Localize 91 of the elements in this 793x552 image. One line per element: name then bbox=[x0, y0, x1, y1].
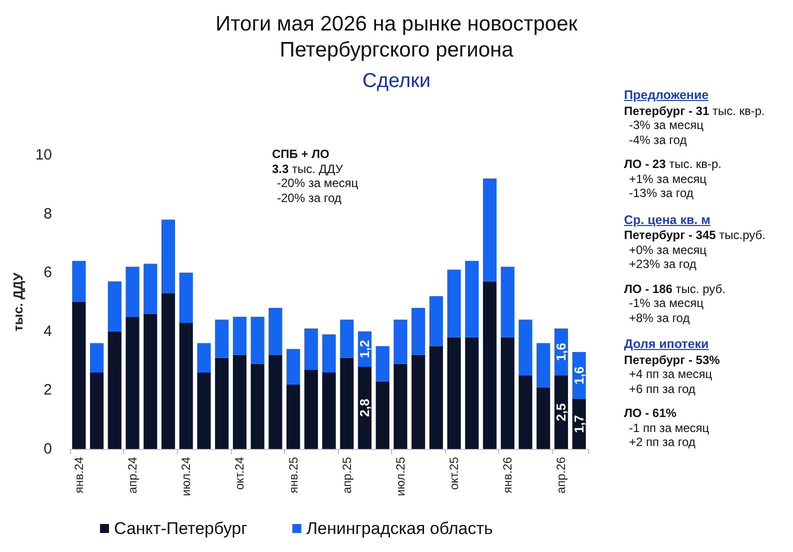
y-tick-label: 10 bbox=[35, 146, 52, 164]
bar bbox=[197, 343, 211, 373]
text: Петербург - 53% +4 пп за месяц +6 пп за год bbox=[624, 352, 721, 396]
data-label: 1,7 bbox=[572, 414, 587, 434]
bar bbox=[554, 376, 568, 449]
bar bbox=[536, 343, 550, 388]
x-tick-label: янв.25 bbox=[286, 456, 300, 494]
x-tick-label: апр.25 bbox=[340, 456, 354, 494]
bar bbox=[518, 376, 532, 449]
bar bbox=[536, 387, 550, 449]
x-tick-label: окт.25 bbox=[447, 456, 462, 490]
legend-label: Санкт-Петербург bbox=[114, 519, 248, 538]
data-label: 1,6 bbox=[572, 366, 587, 385]
x-tick-label: апр.24 bbox=[126, 456, 140, 494]
bar bbox=[482, 178, 497, 282]
bar bbox=[197, 372, 211, 449]
data-label: 2,5 bbox=[554, 403, 569, 422]
text: Предложение bbox=[624, 88, 710, 102]
bar bbox=[518, 320, 532, 376]
bar bbox=[250, 364, 264, 449]
data-label: 2,8 bbox=[357, 398, 372, 417]
y-axis-title: тыс. ДДУ bbox=[10, 272, 26, 332]
bar bbox=[412, 308, 426, 355]
bar bbox=[108, 331, 122, 449]
text: ЛО - 23 тыс. кв-р. +1% за месяц -13% за год bbox=[624, 157, 723, 200]
bar bbox=[500, 266, 514, 338]
y-tick-label: 6 bbox=[44, 264, 52, 282]
bar bbox=[108, 281, 122, 332]
x-tick-label: янв.24 bbox=[72, 456, 86, 494]
bar bbox=[232, 316, 246, 355]
y-tick-label: 0 bbox=[44, 440, 52, 458]
bar bbox=[358, 366, 372, 449]
text: ЛО - 61% -1 пп за месяц +2 пп за год bbox=[624, 406, 710, 450]
bar bbox=[161, 220, 176, 294]
bar bbox=[322, 372, 336, 449]
bar bbox=[465, 337, 479, 449]
legend-label: Ленинградская область bbox=[306, 519, 494, 538]
bar bbox=[126, 316, 140, 449]
bar bbox=[268, 354, 282, 449]
bar bbox=[376, 346, 390, 382]
text: Ср. цена кв. м bbox=[624, 212, 712, 227]
bar bbox=[215, 358, 229, 449]
bar bbox=[72, 260, 86, 302]
y-tick-label: 8 bbox=[44, 205, 52, 222]
text: Петербург - 31 тыс. кв-р. -3% за месяц -4% за год bbox=[624, 104, 766, 147]
bar bbox=[429, 296, 443, 346]
bar bbox=[72, 302, 86, 449]
bar bbox=[286, 384, 300, 449]
bar bbox=[90, 343, 104, 373]
chart-title: Итоги мая 2026 на рынке новостроек Петербургского региона bbox=[216, 12, 578, 62]
bar bbox=[500, 337, 514, 449]
bar bbox=[340, 320, 354, 358]
chart-subtitle: Сделки bbox=[362, 70, 431, 92]
data-label: 1,2 bbox=[357, 340, 372, 358]
bar bbox=[232, 354, 246, 449]
bar bbox=[179, 322, 193, 449]
bar bbox=[268, 308, 282, 355]
bar bbox=[215, 320, 229, 358]
bar bbox=[447, 270, 461, 338]
x-tick-label: июл.25 bbox=[393, 456, 408, 496]
bar bbox=[447, 337, 461, 449]
bar bbox=[161, 293, 176, 449]
bar bbox=[250, 316, 264, 364]
bar bbox=[412, 354, 426, 449]
text: Петербург - 345 тыс.руб. +0% за месяц +23% за год bbox=[624, 228, 766, 272]
bar bbox=[394, 320, 408, 364]
text: Доля ипотеки bbox=[624, 337, 710, 352]
bar bbox=[429, 346, 443, 449]
data-label: 1,6 bbox=[554, 342, 569, 362]
bar bbox=[304, 370, 318, 449]
bar bbox=[144, 314, 158, 449]
x-tick-label: окт.24 bbox=[232, 456, 247, 490]
y-tick-label: 2 bbox=[44, 382, 52, 399]
bar bbox=[340, 358, 354, 449]
bar bbox=[126, 266, 140, 317]
bar bbox=[144, 264, 158, 314]
bar bbox=[304, 328, 318, 370]
annotation: СПБ + ЛО 3.3 тыс. ДДУ -20% за месяц -20% за год bbox=[272, 147, 358, 205]
bar bbox=[286, 349, 300, 384]
bar bbox=[465, 260, 479, 338]
y-tick-label: 4 bbox=[44, 322, 52, 340]
x-tick-label: июл.24 bbox=[179, 456, 194, 496]
bar bbox=[376, 381, 390, 449]
bar bbox=[90, 372, 104, 449]
bar bbox=[482, 281, 497, 449]
bar bbox=[179, 272, 193, 323]
x-tick-label: апр.26 bbox=[554, 456, 568, 494]
text: ЛО - 186 тыс. руб. -1% за месяц +8% за год bbox=[624, 282, 726, 325]
bar bbox=[394, 364, 408, 449]
x-tick-label: янв.26 bbox=[500, 456, 515, 494]
bar bbox=[322, 334, 336, 373]
